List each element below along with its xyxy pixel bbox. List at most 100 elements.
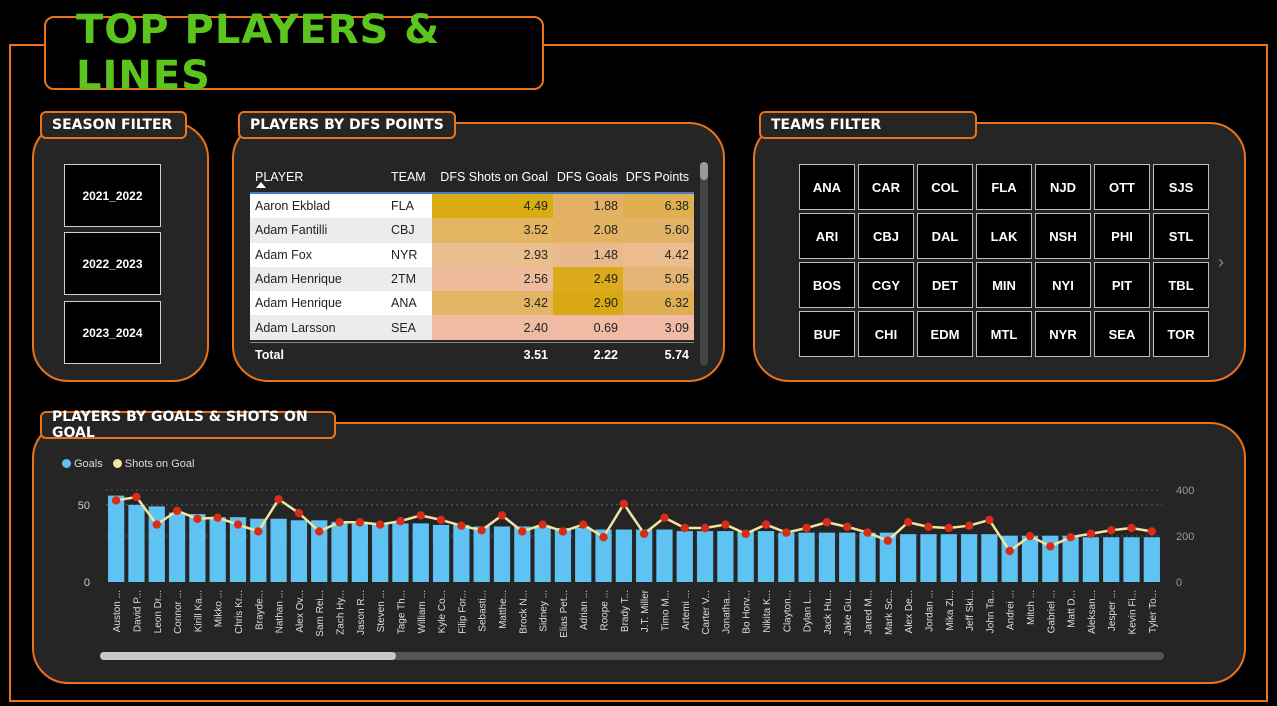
shots-point — [497, 511, 507, 520]
x-axis-tick-label: Artemi ... — [681, 590, 692, 630]
team-button-pit[interactable]: PIT — [1094, 262, 1150, 308]
team-button-min[interactable]: MIN — [976, 262, 1032, 308]
team-button-nyi[interactable]: NYI — [1035, 262, 1091, 308]
shots-point — [294, 508, 304, 518]
dashboard-frame — [9, 44, 1268, 702]
shots-point — [233, 520, 243, 529]
dfs-points-cell: 6.38 — [623, 194, 694, 219]
player-cell: Adam Henrique — [250, 291, 386, 316]
shots-point — [903, 518, 913, 527]
x-axis-tick-label: Roope ... — [600, 590, 611, 631]
team-button-nsh[interactable]: NSH — [1035, 213, 1091, 259]
chart-panel: Goals Shots on Goal 0 50 0 200 400 Auston ...… — [32, 422, 1246, 684]
x-axis-tick-label: Adrian ... — [579, 590, 590, 630]
team-button-bos[interactable]: BOS — [799, 262, 855, 308]
table-scroll-thumb[interactable] — [700, 162, 708, 180]
x-axis-tick-label: Jack Hu... — [823, 590, 834, 634]
dfs-goals-cell: 2.08 — [553, 218, 623, 243]
x-axis-tick-label: Mitch ... — [1026, 590, 1037, 625]
shots-point — [152, 520, 161, 529]
column-header-team[interactable]: TEAM — [391, 170, 426, 184]
team-button-edm[interactable]: EDM — [917, 311, 973, 357]
x-axis-tick-label: Brayde... — [254, 590, 265, 630]
team-button-det[interactable]: DET — [917, 262, 973, 308]
x-axis-tick-label: Jake Gu... — [843, 590, 854, 636]
shots-point — [1127, 523, 1136, 533]
team-button-dal[interactable]: DAL — [917, 213, 973, 259]
shots-point — [558, 527, 568, 536]
column-header-player[interactable]: PLAYER — [255, 170, 304, 184]
shots-point — [782, 528, 791, 537]
team-button-col[interactable]: COL — [917, 164, 973, 210]
column-header-dfs-goals[interactable]: DFS Goals — [556, 170, 618, 184]
x-axis-tick-label: Sebasti... — [478, 590, 489, 632]
shots-point — [518, 527, 527, 536]
team-button-ott[interactable]: OTT — [1094, 164, 1150, 210]
goals-bar — [839, 532, 856, 582]
chart-scroll-thumb[interactable] — [100, 652, 396, 660]
team-button-sjs[interactable]: SJS — [1153, 164, 1209, 210]
x-axis-tick-label: Jared M... — [864, 590, 875, 634]
team-button-fla[interactable]: FLA — [976, 164, 1032, 210]
team-button-mtl[interactable]: MTL — [976, 311, 1032, 357]
team-button-ari[interactable]: ARI — [799, 213, 855, 259]
column-header-dfs-points[interactable]: DFS Points — [625, 170, 689, 184]
sort-ascending-icon[interactable] — [256, 182, 266, 188]
team-button-tor[interactable]: TOR — [1153, 311, 1209, 357]
goals-bar — [717, 531, 734, 582]
column-header-dfs-shots[interactable]: DFS Shots on Goal — [440, 170, 548, 184]
right-axis-tick: 0 — [1176, 577, 1182, 589]
team-button-sea[interactable]: SEA — [1094, 311, 1150, 357]
shots-point — [1046, 542, 1055, 551]
x-axis-tick-label: Elias Pet... — [559, 590, 570, 638]
x-axis-tick-label: Aleksan... — [1087, 590, 1098, 634]
shots-point — [619, 499, 629, 509]
left-axis-tick: 0 — [84, 577, 90, 589]
season-option-2021-2022[interactable]: 2021_2022 — [64, 164, 161, 227]
total-points: 5.74 — [664, 348, 689, 363]
shots-point — [132, 492, 141, 502]
shots-point — [335, 518, 344, 527]
chart-panel-label: PLAYERS BY GOALS & SHOTS ON GOAL — [40, 409, 336, 441]
table-row[interactable]: Aaron Ekblad FLA 4.49 1.88 6.38 — [250, 194, 694, 219]
dfs-points-cell: 5.05 — [623, 266, 694, 292]
team-button-buf[interactable]: BUF — [799, 311, 855, 357]
goals-bar — [1123, 537, 1140, 582]
table-row[interactable]: Adam Larsson SEA 2.40 0.69 3.09 — [250, 315, 694, 340]
x-axis-tick-label: Brady T... — [620, 590, 631, 632]
legend-shots[interactable]: Shots on Goal — [112, 458, 194, 470]
team-button-njd[interactable]: NJD — [1035, 164, 1091, 210]
table-row[interactable]: Adam Henrique 2TM 2.56 2.49 5.05 — [250, 266, 694, 292]
team-button-nyr[interactable]: NYR — [1035, 311, 1091, 357]
team-button-ana[interactable]: ANA — [799, 164, 855, 210]
shots-point — [213, 513, 222, 522]
team-button-lak[interactable]: LAK — [976, 213, 1032, 259]
x-axis-tick-label: Carter V... — [701, 590, 712, 635]
x-axis-tick-label: Timo M... — [660, 590, 671, 631]
season-option-2023-2024[interactable]: 2023_2024 — [64, 301, 161, 364]
team-button-cgy[interactable]: CGY — [858, 262, 914, 308]
legend-goals[interactable]: Goals — [62, 458, 103, 470]
table-row[interactable]: Adam Fantilli CBJ 3.52 2.08 5.60 — [250, 218, 694, 243]
season-option-2022-2023[interactable]: 2022_2023 — [64, 232, 161, 295]
table-vertical-scrollbar[interactable] — [700, 162, 708, 366]
table-row[interactable]: Adam Henrique ANA 3.42 2.90 6.32 — [250, 291, 694, 316]
goals-bar — [676, 531, 693, 582]
chevron-right-icon[interactable]: › — [1218, 252, 1224, 272]
team-button-phi[interactable]: PHI — [1094, 213, 1150, 259]
shots-point — [111, 496, 121, 505]
goals-bar — [737, 531, 754, 582]
shots-point — [599, 532, 608, 542]
table-row[interactable]: Adam Fox NYR 2.93 1.48 4.42 — [250, 242, 694, 267]
x-axis-tick-label: Sidney ... — [539, 590, 550, 632]
goals-bar — [940, 534, 957, 582]
team-button-chi[interactable]: CHI — [858, 311, 914, 357]
goals-bar — [412, 523, 429, 582]
team-button-tbl[interactable]: TBL — [1153, 262, 1209, 308]
goals-bar — [1021, 535, 1039, 582]
chart-horizontal-scrollbar[interactable] — [100, 652, 1164, 660]
team-button-stl[interactable]: STL — [1153, 213, 1209, 259]
season-filter-label: SEASON FILTER — [40, 111, 187, 139]
team-button-cbj[interactable]: CBJ — [858, 213, 914, 259]
team-button-car[interactable]: CAR — [858, 164, 914, 210]
